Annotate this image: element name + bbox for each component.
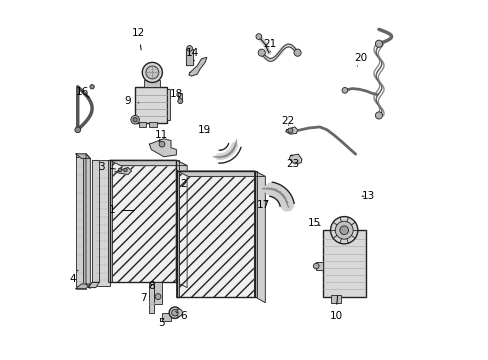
Bar xyxy=(149,122,156,127)
Circle shape xyxy=(341,87,347,93)
Bar xyxy=(144,80,160,87)
Text: 9: 9 xyxy=(124,96,139,106)
Text: 23: 23 xyxy=(285,155,299,169)
Polygon shape xyxy=(149,139,176,157)
Bar xyxy=(178,93,182,100)
Polygon shape xyxy=(254,171,265,303)
Polygon shape xyxy=(177,171,265,176)
Text: 15: 15 xyxy=(307,218,321,228)
Polygon shape xyxy=(188,57,206,76)
Text: 8: 8 xyxy=(148,281,154,291)
Bar xyxy=(177,171,254,297)
Polygon shape xyxy=(186,49,192,65)
Polygon shape xyxy=(176,160,187,288)
Bar xyxy=(162,313,171,320)
Polygon shape xyxy=(86,154,90,289)
Text: 3: 3 xyxy=(98,162,115,172)
Circle shape xyxy=(313,263,319,269)
Circle shape xyxy=(186,45,192,51)
Bar xyxy=(76,155,83,288)
Circle shape xyxy=(159,141,164,147)
Polygon shape xyxy=(76,284,90,289)
Bar xyxy=(330,296,341,303)
Circle shape xyxy=(118,168,122,172)
Polygon shape xyxy=(115,167,131,175)
Circle shape xyxy=(155,294,161,300)
Circle shape xyxy=(287,128,292,133)
Circle shape xyxy=(375,40,382,47)
Bar xyxy=(166,89,169,120)
Text: 5: 5 xyxy=(158,319,164,328)
Text: 20: 20 xyxy=(353,53,366,66)
Circle shape xyxy=(75,127,81,133)
Bar xyxy=(135,87,167,123)
Text: 16: 16 xyxy=(76,87,89,98)
Circle shape xyxy=(142,62,162,82)
Text: 17: 17 xyxy=(256,200,269,210)
Circle shape xyxy=(330,217,357,244)
Bar xyxy=(76,154,86,157)
Text: 18: 18 xyxy=(169,89,183,99)
Bar xyxy=(316,262,322,270)
Circle shape xyxy=(375,112,382,119)
Bar xyxy=(175,160,179,282)
Bar xyxy=(76,286,86,289)
Polygon shape xyxy=(285,127,297,134)
Text: 21: 21 xyxy=(263,39,276,51)
Text: 13: 13 xyxy=(361,191,374,201)
Circle shape xyxy=(175,309,182,316)
Polygon shape xyxy=(110,160,187,166)
Text: 11: 11 xyxy=(154,130,167,141)
Text: 7: 7 xyxy=(140,293,149,303)
Circle shape xyxy=(293,49,301,56)
Bar xyxy=(253,171,257,297)
Circle shape xyxy=(255,34,261,40)
Text: 10: 10 xyxy=(329,296,342,321)
Bar xyxy=(154,282,162,304)
Polygon shape xyxy=(76,154,90,158)
Circle shape xyxy=(131,116,139,124)
Polygon shape xyxy=(88,282,99,288)
Bar xyxy=(175,171,179,297)
Circle shape xyxy=(90,85,94,89)
Text: 14: 14 xyxy=(185,48,199,61)
Text: 22: 22 xyxy=(280,116,294,126)
Circle shape xyxy=(169,307,180,319)
Bar xyxy=(139,122,145,127)
Text: 4: 4 xyxy=(69,270,78,284)
Circle shape xyxy=(123,168,127,172)
Bar xyxy=(110,160,176,282)
Text: 2: 2 xyxy=(177,179,186,192)
Text: 6: 6 xyxy=(175,311,186,321)
Bar xyxy=(96,160,110,286)
Polygon shape xyxy=(92,160,99,282)
Bar xyxy=(108,160,112,282)
Circle shape xyxy=(171,310,178,316)
Circle shape xyxy=(339,226,348,234)
Polygon shape xyxy=(289,154,301,164)
Circle shape xyxy=(258,49,265,56)
Circle shape xyxy=(133,118,137,122)
Text: 19: 19 xyxy=(197,125,210,135)
Bar xyxy=(148,282,154,313)
Circle shape xyxy=(178,99,183,104)
Bar xyxy=(322,230,365,297)
Circle shape xyxy=(145,66,159,79)
Text: 1: 1 xyxy=(108,206,134,216)
Circle shape xyxy=(335,221,352,239)
Bar xyxy=(83,157,86,286)
Text: 12: 12 xyxy=(132,28,145,50)
